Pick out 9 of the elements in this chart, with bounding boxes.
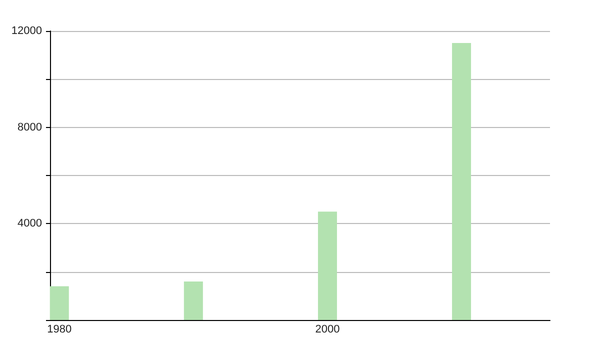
- bar: [184, 281, 203, 320]
- y-tick-label: 8000: [18, 121, 42, 134]
- x-tick-label: 1980: [47, 324, 72, 336]
- y-tick-label: 12000: [11, 25, 42, 37]
- y-tick-label: 4000: [18, 218, 42, 230]
- bar: [318, 212, 337, 320]
- bar: [50, 286, 69, 320]
- bar: [452, 43, 472, 320]
- x-tick-label: 2000: [315, 324, 340, 336]
